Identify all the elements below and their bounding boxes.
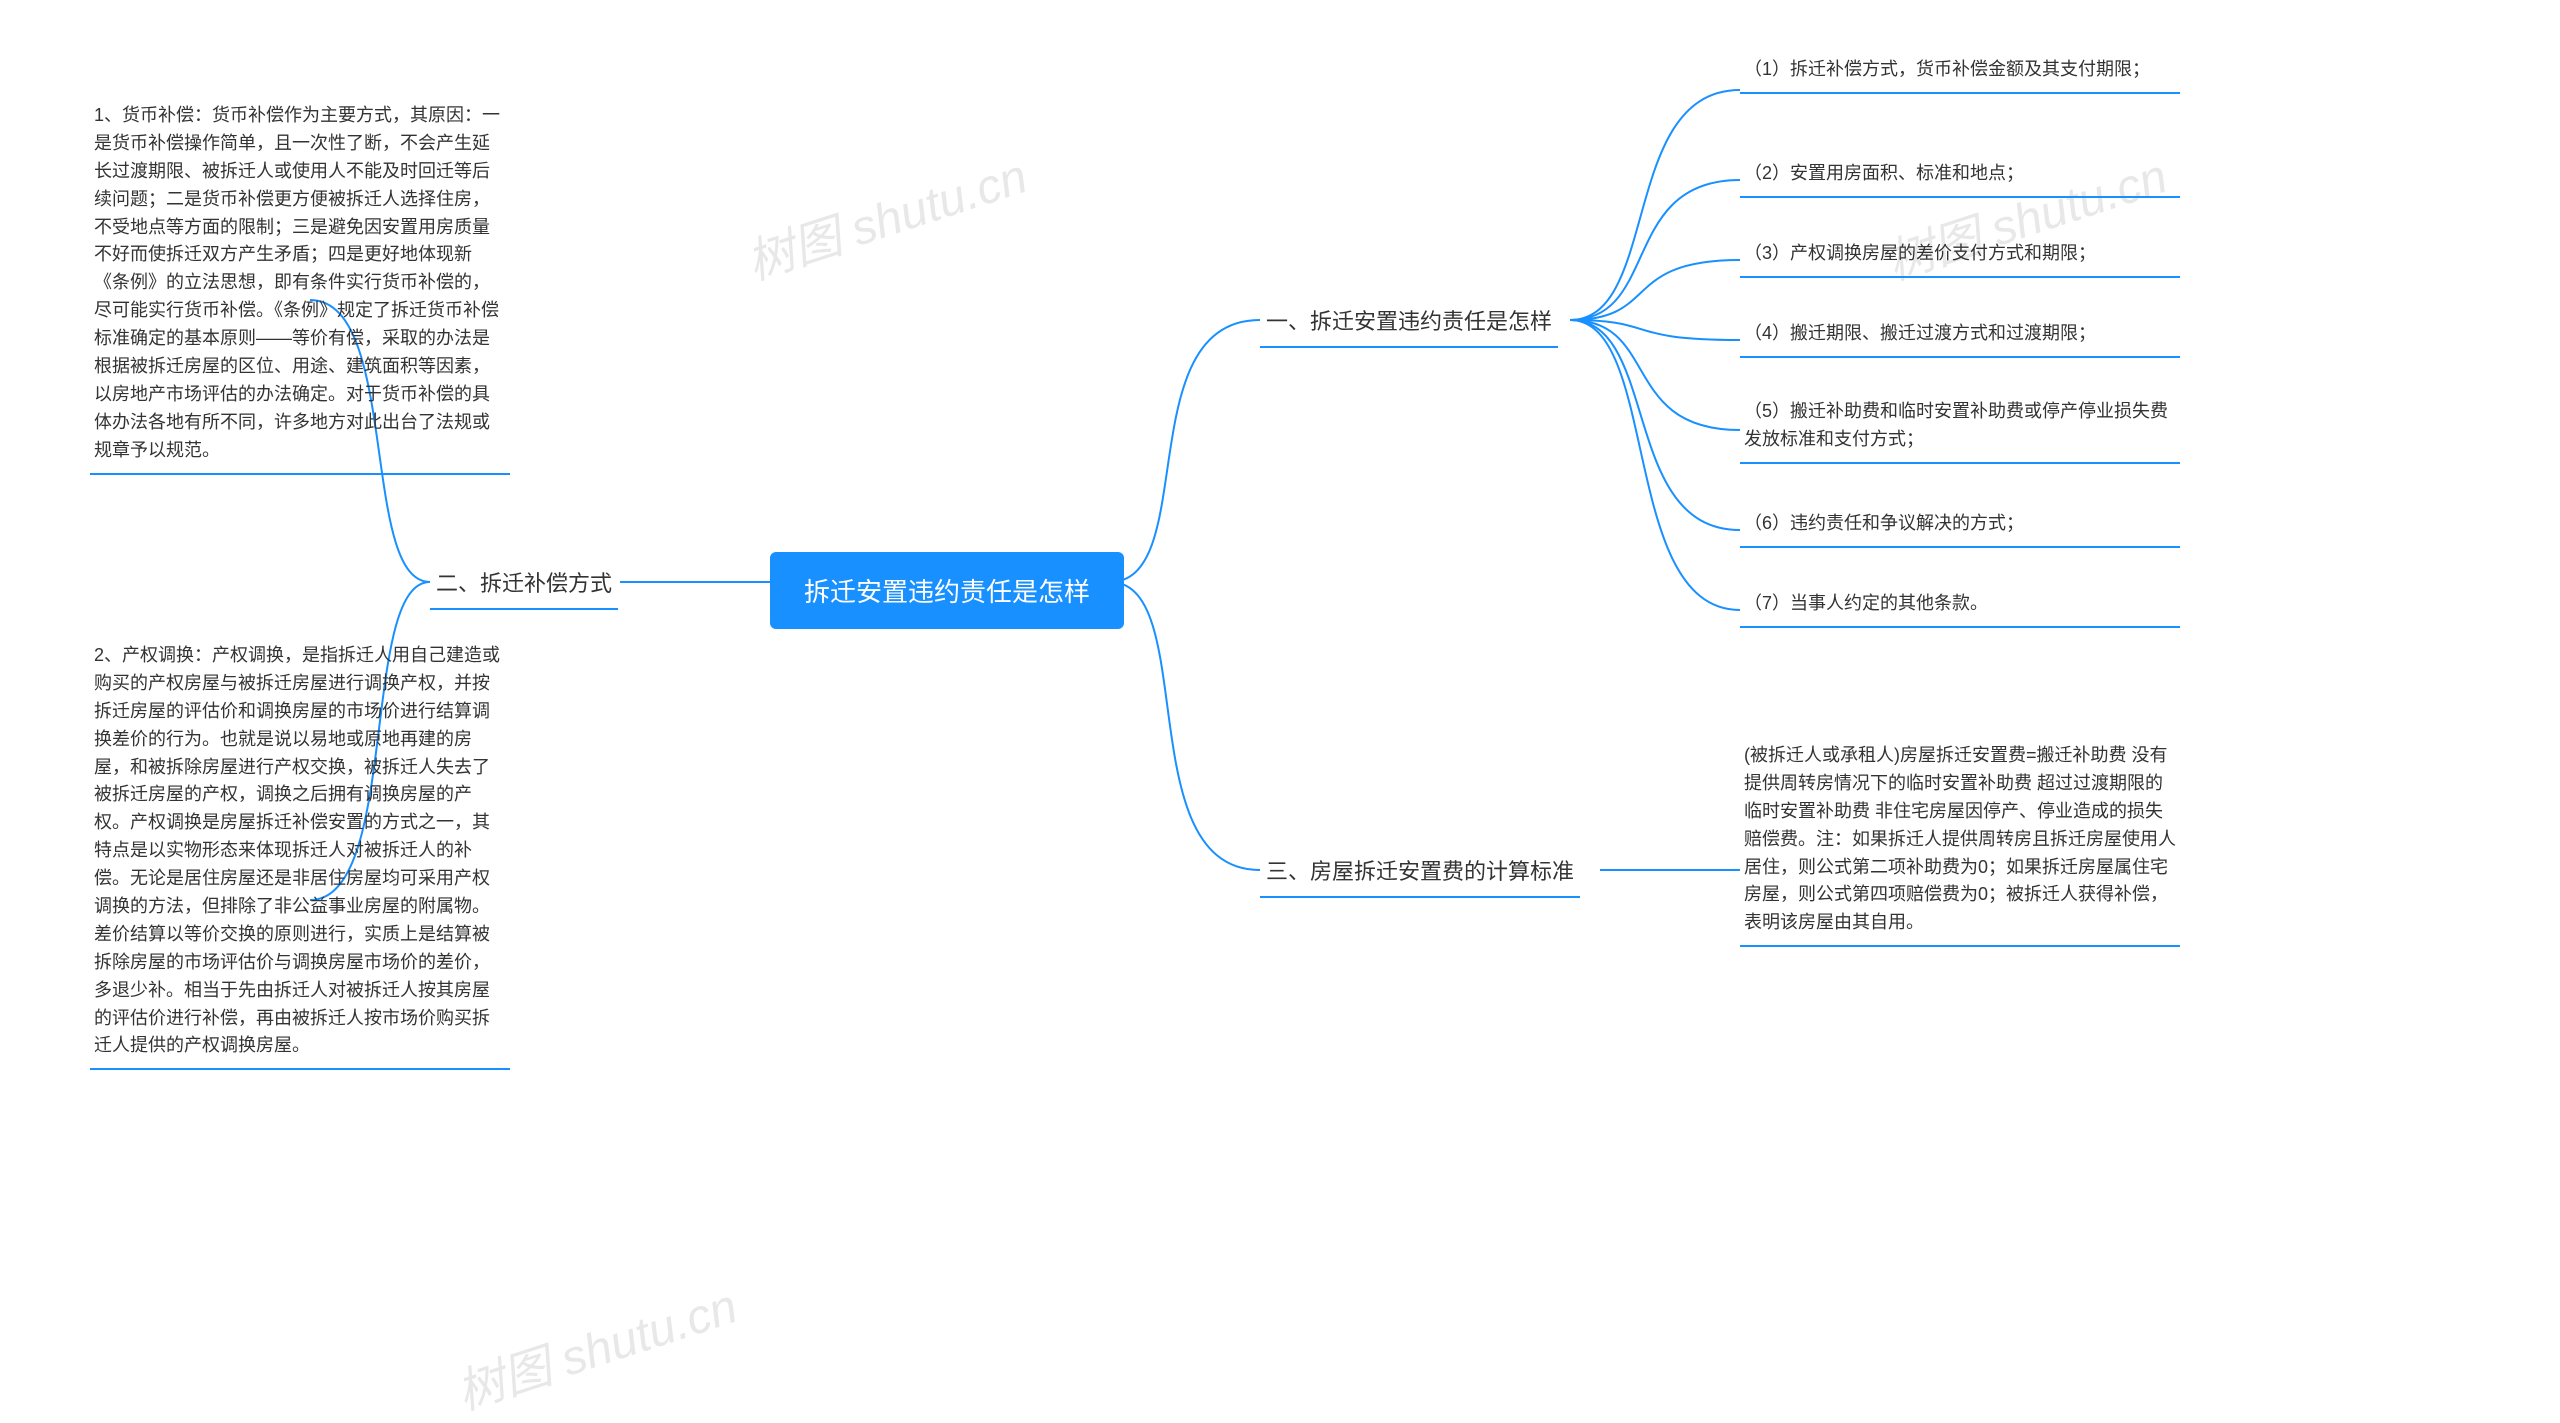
branch1-leaf-5: （5）搬迁补助费和临时安置补助费或停产停业损失费发放标准和支付方式； bbox=[1740, 396, 2180, 464]
branch2-leaf-1: 1、货币补偿：货币补偿作为主要方式，其原因：一是货币补偿操作简单，且一次性了断，… bbox=[90, 100, 510, 475]
branch1-leaf-7: （7）当事人约定的其他条款。 bbox=[1740, 588, 2180, 628]
branch3-leaf-1: (被拆迁人或承租人)房屋拆迁安置费=搬迁补助费 没有提供周转房情况下的临时安置补… bbox=[1740, 740, 2180, 947]
branch-1: 一、拆迁安置违约责任是怎样 bbox=[1260, 298, 1558, 348]
branch1-leaf-4: （4）搬迁期限、搬迁过渡方式和过渡期限； bbox=[1740, 318, 2180, 358]
branch1-leaf-1: （1）拆迁补偿方式，货币补偿金额及其支付期限； bbox=[1740, 54, 2180, 94]
branch1-leaf-6: （6）违约责任和争议解决的方式； bbox=[1740, 508, 2180, 548]
branch1-leaf-3: （3）产权调换房屋的差价支付方式和期限； bbox=[1740, 238, 2180, 278]
root-node: 拆迁安置违约责任是怎样 bbox=[770, 552, 1124, 629]
branch-2: 二、拆迁补偿方式 bbox=[430, 560, 618, 610]
watermark: 树图 shutu.cn bbox=[446, 1267, 744, 1423]
branch1-leaf-2: （2）安置用房面积、标准和地点； bbox=[1740, 158, 2180, 198]
branch2-leaf-2: 2、产权调换：产权调换，是指拆迁人用自己建造或购买的产权房屋与被拆迁房屋进行调换… bbox=[90, 640, 510, 1070]
watermark: 树图 shutu.cn bbox=[736, 137, 1034, 293]
branch-3: 三、房屋拆迁安置费的计算标准 bbox=[1260, 848, 1580, 898]
